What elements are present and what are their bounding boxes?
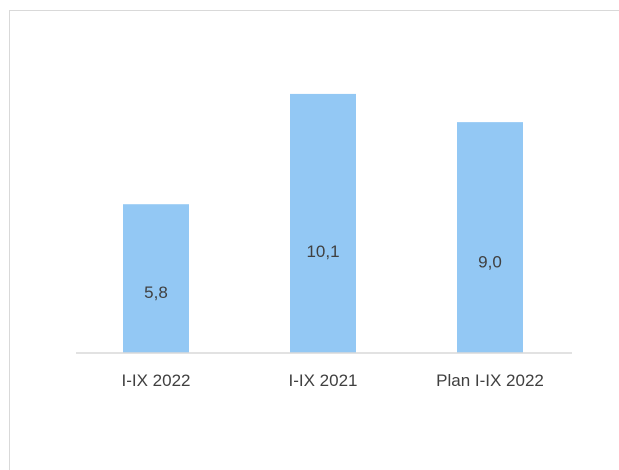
data-label-1: 10,1 [306, 242, 339, 261]
bar-0 [123, 204, 189, 353]
bars-group [123, 93, 523, 354]
bar-1 [290, 93, 356, 354]
chart-frame [9, 10, 619, 470]
x-tick-label-0: I-IX 2022 [122, 371, 191, 390]
x-tick-label-2: Plan I-IX 2022 [436, 371, 544, 390]
labels-group: 5,8 I-IX 2022 10,1 I-IX 2021 9,0 Plan I-IX 20… [122, 242, 544, 390]
x-tick-label-1: I-IX 2021 [289, 371, 358, 390]
data-label-0: 5,8 [144, 283, 168, 302]
data-label-2: 9,0 [478, 253, 502, 272]
bar-2 [457, 122, 523, 353]
